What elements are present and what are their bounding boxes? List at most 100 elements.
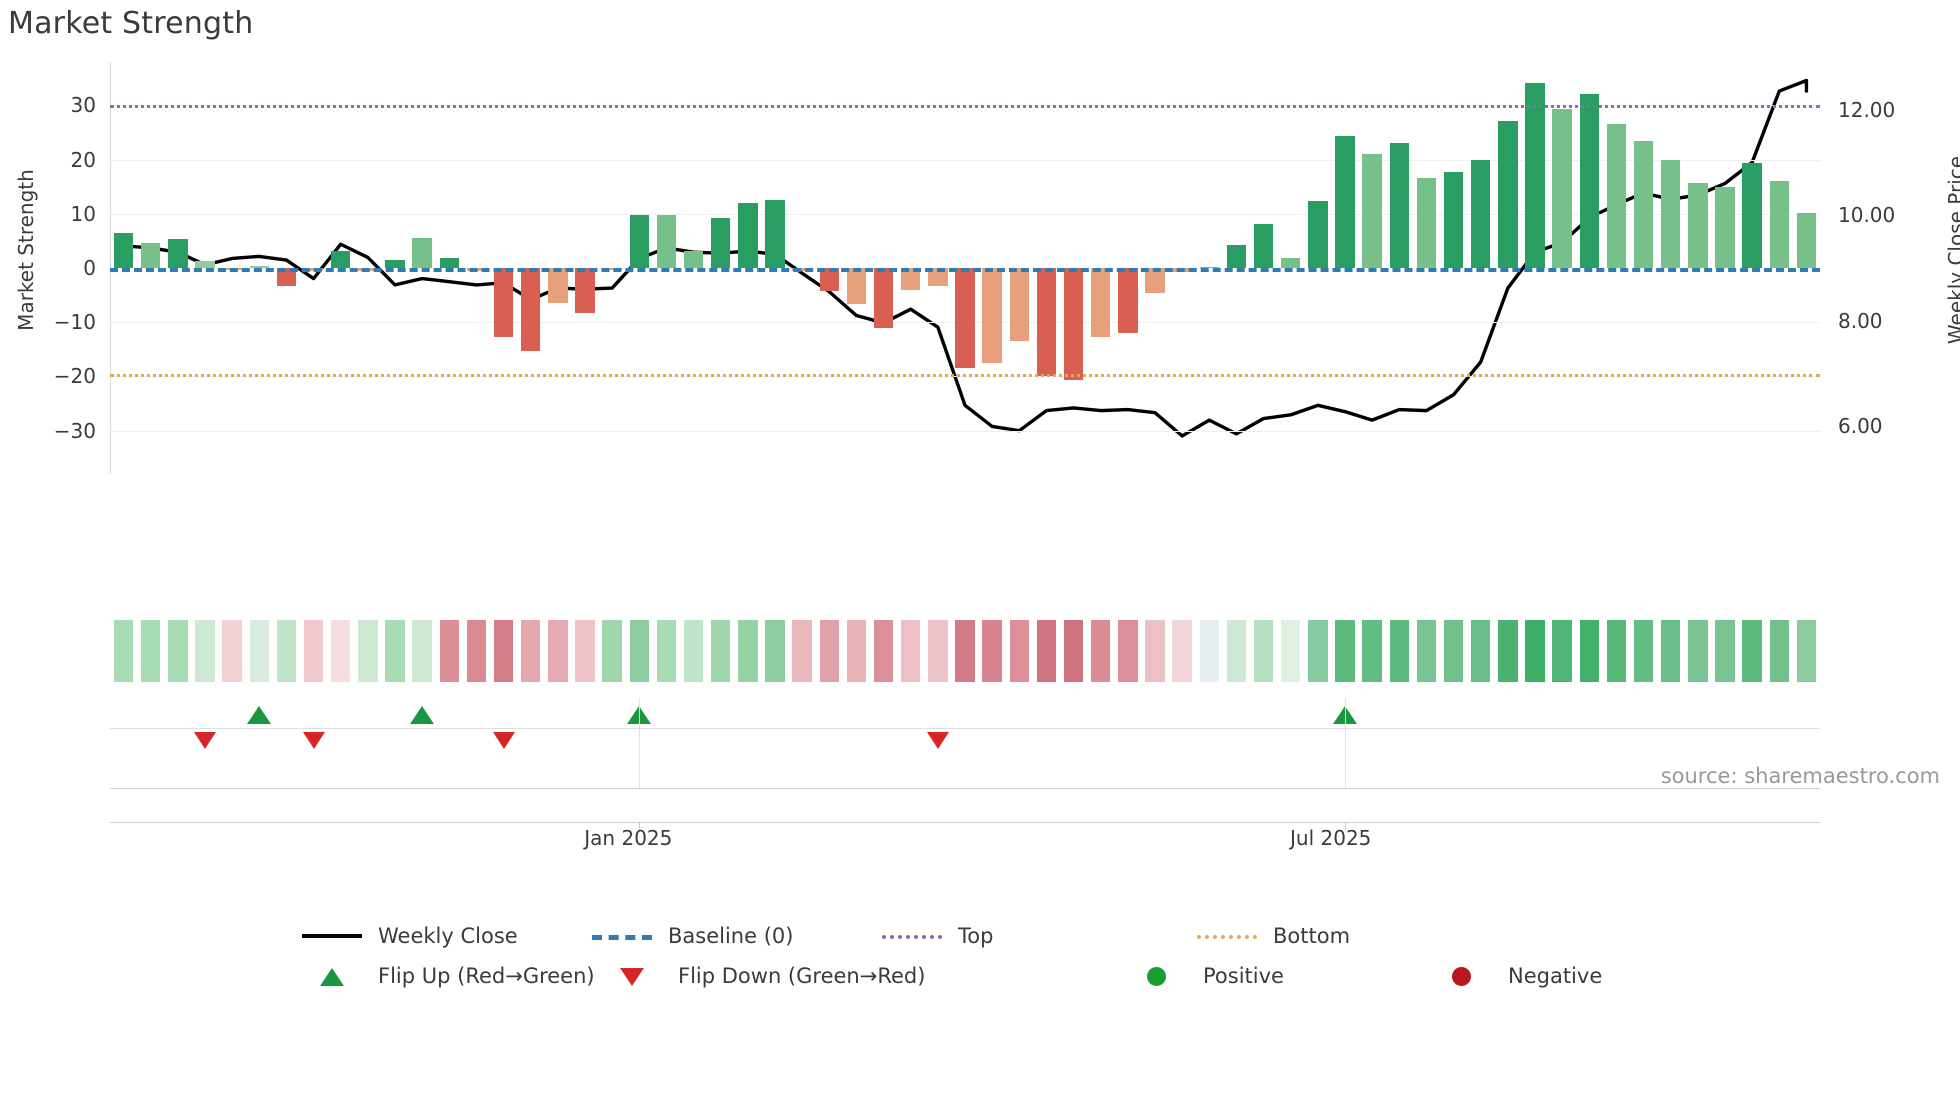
bar[interactable] bbox=[1416, 178, 1437, 268]
bar[interactable] bbox=[1145, 268, 1165, 293]
heatmap-cell[interactable] bbox=[548, 620, 568, 682]
bar[interactable] bbox=[1579, 93, 1600, 268]
flip-up-marker[interactable] bbox=[247, 706, 272, 724]
bar[interactable] bbox=[1796, 212, 1817, 268]
bar[interactable] bbox=[1118, 268, 1138, 334]
heatmap-cell[interactable] bbox=[1633, 620, 1654, 682]
heatmap-cell[interactable] bbox=[1688, 620, 1708, 682]
heatmap-cell[interactable] bbox=[1335, 620, 1355, 682]
heatmap-cell[interactable] bbox=[1416, 620, 1437, 682]
heatmap-cell[interactable] bbox=[168, 620, 188, 682]
heatmap-cell[interactable] bbox=[1063, 620, 1084, 682]
heatmap-cell[interactable] bbox=[1362, 620, 1382, 682]
legend-item[interactable]: Negative bbox=[1430, 964, 1602, 988]
bar[interactable] bbox=[1090, 268, 1111, 338]
heatmap-cell[interactable] bbox=[439, 620, 460, 682]
heatmap-cell[interactable] bbox=[738, 620, 758, 682]
bar[interactable] bbox=[1688, 183, 1708, 268]
heatmap-cell[interactable] bbox=[629, 620, 650, 682]
heatmap-cell[interactable] bbox=[466, 620, 487, 682]
bar[interactable] bbox=[982, 268, 1002, 364]
heatmap-cell[interactable] bbox=[1090, 620, 1111, 682]
heatmap-cell[interactable] bbox=[303, 620, 324, 682]
bar[interactable] bbox=[1552, 109, 1572, 268]
heatmap-cell[interactable] bbox=[249, 620, 270, 682]
bar[interactable] bbox=[873, 268, 894, 328]
bar[interactable] bbox=[1498, 121, 1518, 268]
bar[interactable] bbox=[710, 217, 731, 268]
heatmap-cell[interactable] bbox=[710, 620, 731, 682]
bar[interactable] bbox=[1715, 186, 1735, 268]
heatmap-cell[interactable] bbox=[1579, 620, 1600, 682]
flip-down-marker[interactable] bbox=[492, 732, 515, 749]
heatmap-cell[interactable] bbox=[1036, 620, 1057, 682]
heatmap-cell[interactable] bbox=[385, 620, 405, 682]
heatmap-cell[interactable] bbox=[656, 620, 677, 682]
heatmap-cell[interactable] bbox=[222, 620, 242, 682]
bar[interactable] bbox=[1063, 268, 1084, 381]
heatmap-cell[interactable] bbox=[113, 620, 134, 682]
bar[interactable] bbox=[439, 257, 460, 268]
bar[interactable] bbox=[1199, 267, 1220, 268]
bar[interactable] bbox=[1308, 201, 1328, 268]
heatmap-cell[interactable] bbox=[358, 620, 378, 682]
bar[interactable] bbox=[656, 215, 677, 268]
bar[interactable] bbox=[1525, 83, 1545, 268]
heatmap-cell[interactable] bbox=[1443, 620, 1464, 682]
heatmap-cell[interactable] bbox=[1470, 620, 1491, 682]
heatmap-cell[interactable] bbox=[1172, 620, 1192, 682]
heatmap-cell[interactable] bbox=[819, 620, 840, 682]
bar[interactable] bbox=[1009, 268, 1030, 341]
bar[interactable] bbox=[738, 202, 758, 268]
heatmap-cell[interactable] bbox=[1280, 620, 1301, 682]
flip-down-marker[interactable] bbox=[926, 732, 949, 749]
heatmap-cell[interactable] bbox=[1796, 620, 1817, 682]
legend-item[interactable]: Flip Up (Red→Green) bbox=[300, 964, 595, 988]
heatmap-cell[interactable] bbox=[1226, 620, 1247, 682]
bar[interactable] bbox=[195, 260, 215, 268]
bar[interactable] bbox=[520, 268, 541, 352]
heatmap-cell[interactable] bbox=[1498, 620, 1518, 682]
bar[interactable] bbox=[928, 268, 948, 287]
heatmap-cell[interactable] bbox=[792, 620, 812, 682]
heatmap-cell[interactable] bbox=[1715, 620, 1735, 682]
bar[interactable] bbox=[629, 214, 650, 268]
heatmap-cell[interactable] bbox=[1308, 620, 1328, 682]
legend-item[interactable]: Top bbox=[880, 924, 993, 948]
heatmap-cell[interactable] bbox=[1525, 620, 1545, 682]
bar[interactable] bbox=[1606, 123, 1627, 268]
heatmap-cell[interactable] bbox=[575, 620, 595, 682]
bar[interactable] bbox=[1036, 268, 1057, 376]
bar[interactable] bbox=[1470, 160, 1491, 268]
bar[interactable] bbox=[1362, 154, 1382, 268]
bar[interactable] bbox=[1769, 180, 1790, 268]
bar[interactable] bbox=[765, 199, 785, 268]
bar[interactable] bbox=[1443, 171, 1464, 268]
heatmap-cell[interactable] bbox=[1118, 620, 1138, 682]
bar[interactable] bbox=[1660, 159, 1681, 268]
heatmap-cell[interactable] bbox=[1769, 620, 1790, 682]
heatmap-cell[interactable] bbox=[276, 620, 297, 682]
heatmap-cell[interactable] bbox=[1009, 620, 1030, 682]
bar[interactable] bbox=[548, 268, 568, 303]
heatmap-cell[interactable] bbox=[982, 620, 1002, 682]
heatmap-cell[interactable] bbox=[1253, 620, 1274, 682]
bar[interactable] bbox=[683, 250, 704, 268]
heatmap-cell[interactable] bbox=[493, 620, 514, 682]
bar[interactable] bbox=[575, 268, 595, 313]
flip-down-marker[interactable] bbox=[302, 732, 325, 749]
heatmap-cell[interactable] bbox=[900, 620, 921, 682]
legend-item[interactable]: Weekly Close bbox=[300, 924, 518, 948]
bar[interactable] bbox=[846, 268, 867, 305]
heatmap-cell[interactable] bbox=[1660, 620, 1681, 682]
heatmap-cell[interactable] bbox=[955, 620, 975, 682]
bar[interactable] bbox=[385, 260, 405, 268]
heatmap-cell[interactable] bbox=[1742, 620, 1762, 682]
bar[interactable] bbox=[1742, 163, 1762, 268]
flip-down-marker[interactable] bbox=[194, 732, 216, 749]
bar[interactable] bbox=[493, 268, 514, 337]
heatmap-cell[interactable] bbox=[1199, 620, 1220, 682]
bar[interactable] bbox=[276, 268, 297, 287]
bar[interactable] bbox=[113, 232, 134, 268]
heatmap-cell[interactable] bbox=[873, 620, 894, 682]
